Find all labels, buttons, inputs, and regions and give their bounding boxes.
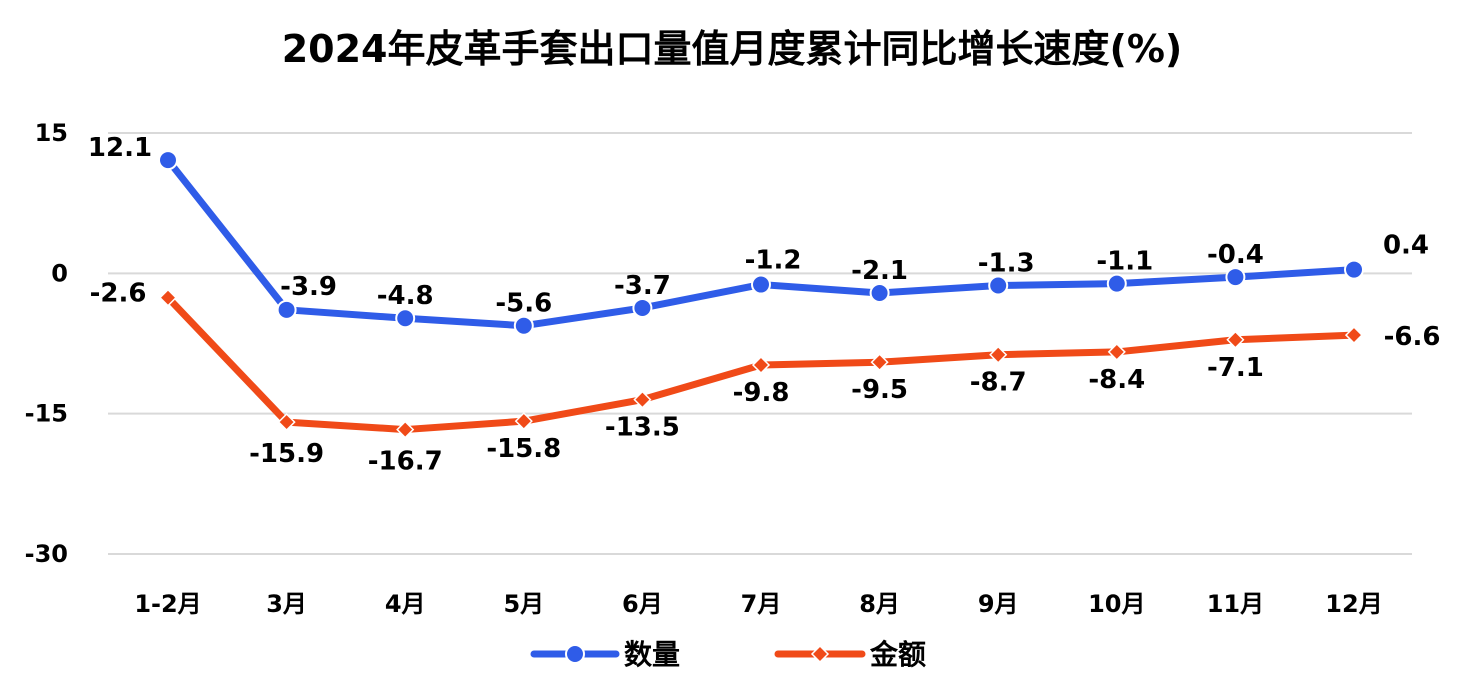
data-label: 0.4 bbox=[1383, 231, 1429, 261]
data-label: -1.2 bbox=[745, 246, 802, 276]
x-tick-label: 4月 bbox=[385, 590, 426, 618]
data-point bbox=[989, 345, 1008, 364]
data-point bbox=[751, 274, 771, 295]
y-tick-label: -15 bbox=[25, 400, 68, 428]
x-tick-label: 6月 bbox=[622, 590, 663, 618]
data-label: -8.7 bbox=[970, 368, 1027, 398]
series-line-1 bbox=[164, 156, 1358, 330]
data-label: -16.7 bbox=[368, 447, 443, 477]
data-label: -1.1 bbox=[1096, 247, 1153, 277]
legend-label: 数量 bbox=[624, 638, 680, 671]
data-label: -5.6 bbox=[495, 289, 552, 319]
data-label: -15.8 bbox=[486, 434, 561, 464]
chart-title: 2024年皮革手套出口量值月度累计同比增长速度(%) bbox=[282, 27, 1183, 71]
x-tick-label: 7月 bbox=[741, 590, 782, 618]
x-tick-label: 3月 bbox=[266, 590, 307, 618]
data-label: -3.9 bbox=[280, 272, 337, 302]
data-point bbox=[513, 315, 534, 336]
data-point bbox=[277, 413, 296, 432]
data-point bbox=[158, 288, 178, 307]
data-label: -13.5 bbox=[605, 413, 680, 443]
data-point bbox=[1107, 342, 1126, 361]
x-tick-label: 11月 bbox=[1207, 590, 1264, 618]
data-point bbox=[751, 355, 771, 375]
y-axis: 15 0 -15 -30 bbox=[25, 119, 68, 568]
data-label: -1.3 bbox=[978, 248, 1035, 278]
data-label: 12.1 bbox=[88, 133, 152, 163]
y-tick-label: 15 bbox=[35, 119, 68, 147]
legend-marker bbox=[810, 644, 830, 664]
data-point bbox=[158, 150, 178, 171]
data-label: -7.1 bbox=[1207, 353, 1264, 383]
x-tick-label: 1-2月 bbox=[134, 590, 201, 618]
series-group bbox=[158, 150, 1364, 439]
data-label: -15.9 bbox=[249, 439, 324, 469]
data-labels: 12.1 -3.9 -4.8 -5.6 -3.7 -1.2 -2.1 -1.3 -1.1 -0.4… bbox=[88, 133, 1441, 476]
data-point bbox=[395, 308, 416, 329]
legend-marker bbox=[565, 644, 585, 664]
data-label: -9.8 bbox=[733, 378, 790, 408]
y-tick-label: -30 bbox=[25, 540, 68, 568]
data-point bbox=[1226, 330, 1245, 349]
legend: 数量 金额 bbox=[530, 638, 926, 671]
legend-label: 金额 bbox=[869, 638, 926, 671]
x-tick-label: 5月 bbox=[503, 590, 544, 618]
x-tick-label: 9月 bbox=[978, 590, 1019, 618]
data-label: -2.6 bbox=[90, 279, 147, 309]
data-point bbox=[1344, 326, 1364, 345]
data-label: -8.4 bbox=[1088, 365, 1145, 395]
y-tick-label: 0 bbox=[51, 259, 68, 287]
data-point bbox=[870, 353, 889, 372]
data-label: -2.1 bbox=[851, 256, 908, 286]
x-axis: 1-2月 3月 4月 5月 6月 7月 8月 9月 10月 11月 12月 bbox=[134, 590, 1382, 618]
data-label: -4.8 bbox=[377, 281, 434, 311]
data-point bbox=[514, 412, 533, 431]
data-point bbox=[1106, 273, 1127, 294]
x-tick-label: 12月 bbox=[1325, 590, 1382, 618]
x-tick-label: 10月 bbox=[1088, 590, 1145, 618]
data-label: -3.7 bbox=[614, 271, 671, 301]
data-label: -0.4 bbox=[1207, 240, 1264, 270]
data-label: -9.5 bbox=[851, 375, 908, 405]
gridlines bbox=[108, 132, 1412, 555]
data-point bbox=[1344, 259, 1364, 280]
x-tick-label: 8月 bbox=[859, 590, 900, 618]
data-point bbox=[276, 299, 297, 320]
data-point bbox=[396, 420, 415, 439]
data-point bbox=[632, 297, 653, 318]
data-point bbox=[988, 275, 1009, 296]
data-label: -6.6 bbox=[1384, 322, 1441, 352]
data-point bbox=[1225, 267, 1246, 288]
data-point bbox=[633, 390, 652, 409]
data-point bbox=[869, 282, 890, 303]
